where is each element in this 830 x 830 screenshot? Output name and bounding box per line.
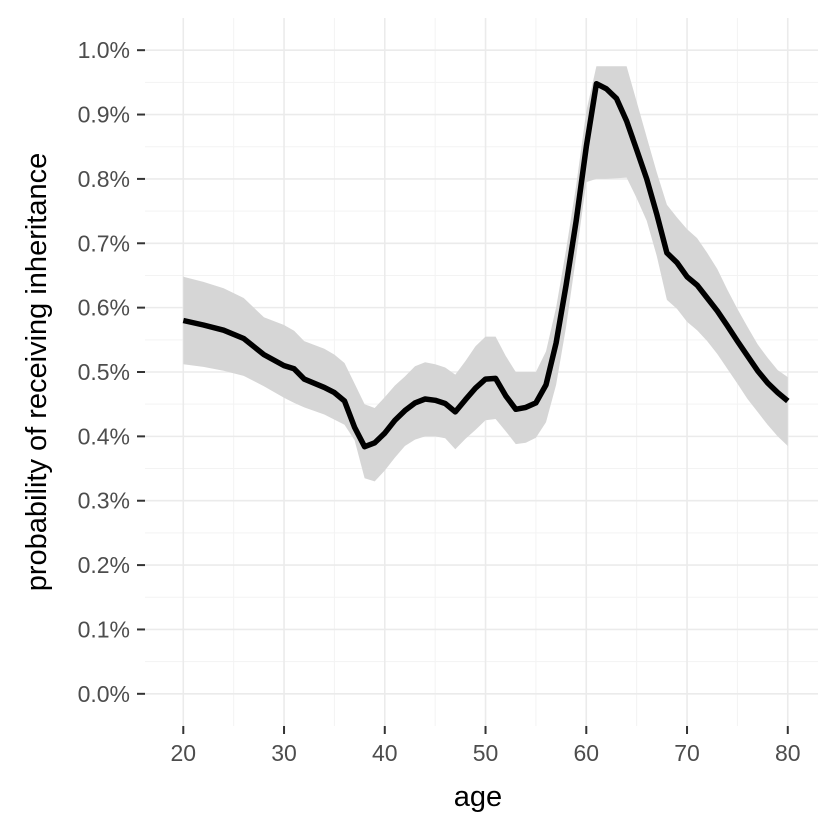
plot-marks	[182, 66, 790, 482]
x-tick-label: 80	[775, 740, 801, 766]
y-tick-label: 0.5%	[78, 359, 130, 385]
y-tick-label: 0.0%	[78, 681, 130, 707]
y-tick-label: 0.9%	[78, 102, 130, 128]
x-tick-label: 70	[674, 740, 700, 766]
y-tick-label: 0.7%	[78, 230, 130, 256]
x-tick-label: 20	[170, 740, 196, 766]
y-tick-label: 0.1%	[78, 616, 130, 642]
y-tick-label: 0.4%	[78, 423, 130, 449]
y-tick-label: 0.8%	[78, 166, 130, 192]
x-tick-label: 30	[271, 740, 297, 766]
x-axis: 20 30 40 50 60 70 80	[170, 726, 801, 766]
y-tick-label: 0.3%	[78, 488, 130, 514]
y-tick-label: 1.0%	[78, 37, 130, 63]
x-tick-label: 60	[573, 740, 599, 766]
x-tick-label: 40	[372, 740, 398, 766]
y-axis: 0.0% 0.1% 0.2% 0.3% 0.4% 0.5% 0.6% 0.7% 0.8% 0.9%…	[78, 37, 145, 707]
grid-major	[145, 18, 818, 726]
x-axis-title: age	[454, 781, 502, 813]
y-tick-label: 0.6%	[78, 295, 130, 321]
series-line	[182, 80, 790, 450]
y-tick-label: 0.2%	[78, 552, 130, 578]
x-tick-label: 50	[473, 740, 499, 766]
y-axis-title: probability of receiving inheritance	[21, 153, 53, 591]
confidence-band	[183, 66, 788, 482]
